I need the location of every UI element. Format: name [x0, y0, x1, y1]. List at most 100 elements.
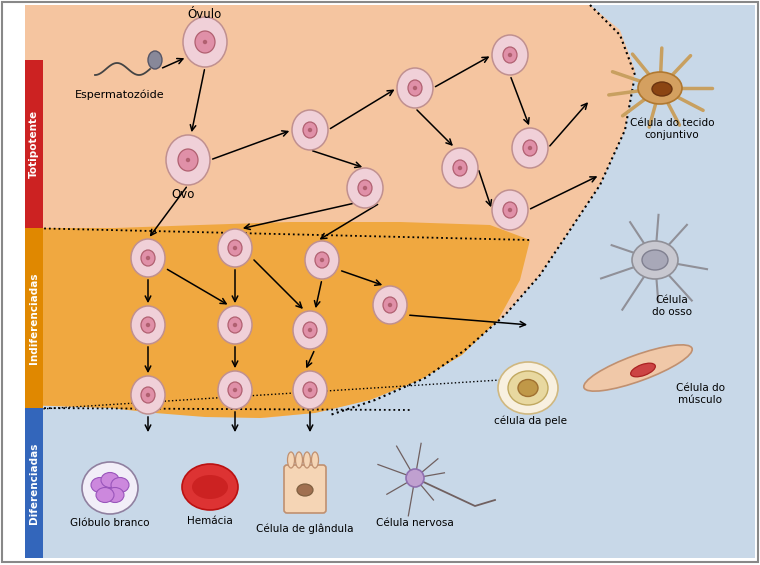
- Ellipse shape: [218, 371, 252, 409]
- Ellipse shape: [503, 47, 517, 63]
- Ellipse shape: [106, 488, 124, 502]
- Ellipse shape: [315, 252, 329, 268]
- Circle shape: [146, 323, 150, 327]
- Circle shape: [508, 53, 512, 57]
- Polygon shape: [25, 5, 755, 558]
- Ellipse shape: [228, 317, 242, 333]
- Circle shape: [308, 388, 312, 392]
- Ellipse shape: [131, 239, 165, 277]
- FancyBboxPatch shape: [25, 228, 43, 408]
- Ellipse shape: [508, 371, 548, 405]
- Ellipse shape: [373, 286, 407, 324]
- Ellipse shape: [228, 382, 242, 398]
- Ellipse shape: [192, 475, 228, 499]
- Ellipse shape: [523, 140, 537, 156]
- FancyBboxPatch shape: [284, 465, 326, 513]
- Text: Célula
do osso: Célula do osso: [652, 295, 692, 316]
- Ellipse shape: [442, 148, 478, 188]
- Text: célula da pele: célula da pele: [493, 416, 566, 427]
- Ellipse shape: [178, 149, 198, 171]
- Text: Totipotente: Totipotente: [29, 110, 39, 178]
- Ellipse shape: [305, 241, 339, 279]
- Ellipse shape: [96, 488, 114, 502]
- Ellipse shape: [131, 306, 165, 344]
- Ellipse shape: [492, 190, 528, 230]
- Text: Célula nervosa: Célula nervosa: [376, 518, 454, 528]
- Ellipse shape: [408, 80, 422, 96]
- Circle shape: [308, 328, 312, 332]
- Ellipse shape: [111, 477, 129, 493]
- Circle shape: [233, 246, 237, 250]
- Ellipse shape: [166, 135, 210, 185]
- Ellipse shape: [297, 484, 313, 496]
- Ellipse shape: [218, 229, 252, 267]
- Circle shape: [185, 158, 190, 162]
- Circle shape: [233, 388, 237, 392]
- Ellipse shape: [631, 363, 655, 377]
- Ellipse shape: [303, 122, 317, 138]
- Ellipse shape: [358, 180, 372, 196]
- Ellipse shape: [303, 322, 317, 338]
- Ellipse shape: [453, 160, 467, 176]
- Ellipse shape: [293, 371, 327, 409]
- Text: Glóbulo branco: Glóbulo branco: [70, 518, 150, 528]
- Circle shape: [320, 258, 325, 262]
- Ellipse shape: [632, 241, 678, 279]
- Ellipse shape: [638, 72, 682, 104]
- Circle shape: [233, 323, 237, 327]
- Ellipse shape: [218, 306, 252, 344]
- Circle shape: [308, 128, 312, 132]
- Circle shape: [363, 186, 367, 190]
- Text: Espermatozóide: Espermatozóide: [75, 90, 165, 101]
- Text: Ovo: Ovo: [171, 188, 195, 201]
- Circle shape: [146, 256, 150, 260]
- Circle shape: [527, 146, 532, 150]
- Circle shape: [458, 166, 462, 170]
- Circle shape: [146, 393, 150, 397]
- Text: Célula de glândula: Célula de glândula: [256, 524, 353, 534]
- Ellipse shape: [131, 376, 165, 414]
- Text: Célula do tecido
conjuntivo: Célula do tecido conjuntivo: [630, 118, 714, 140]
- Ellipse shape: [141, 387, 155, 403]
- Ellipse shape: [503, 202, 517, 218]
- Ellipse shape: [293, 311, 327, 349]
- Circle shape: [203, 40, 207, 44]
- Ellipse shape: [397, 68, 433, 108]
- Ellipse shape: [492, 35, 528, 75]
- Ellipse shape: [296, 452, 302, 468]
- Ellipse shape: [183, 17, 227, 67]
- Ellipse shape: [141, 317, 155, 333]
- Ellipse shape: [347, 168, 383, 208]
- Ellipse shape: [82, 462, 138, 514]
- Text: Óvulo: Óvulo: [188, 7, 222, 20]
- Ellipse shape: [141, 250, 155, 266]
- Ellipse shape: [512, 128, 548, 168]
- Circle shape: [388, 303, 392, 307]
- Ellipse shape: [195, 31, 215, 53]
- Ellipse shape: [148, 51, 162, 69]
- Text: Célula do
músculo: Célula do músculo: [676, 383, 724, 405]
- Ellipse shape: [292, 110, 328, 150]
- Ellipse shape: [182, 464, 238, 510]
- Circle shape: [413, 86, 417, 90]
- Ellipse shape: [303, 452, 311, 468]
- Text: Indiferenciadas: Indiferenciadas: [29, 272, 39, 364]
- Polygon shape: [25, 222, 530, 418]
- Circle shape: [508, 208, 512, 212]
- Polygon shape: [25, 5, 635, 418]
- Ellipse shape: [228, 240, 242, 256]
- Ellipse shape: [642, 250, 668, 270]
- Ellipse shape: [652, 82, 672, 96]
- Text: Hemácia: Hemácia: [187, 516, 233, 526]
- Ellipse shape: [584, 345, 692, 391]
- Text: Diferenciadas: Diferenciadas: [29, 442, 39, 524]
- Ellipse shape: [518, 380, 538, 397]
- Ellipse shape: [303, 382, 317, 398]
- Ellipse shape: [91, 477, 109, 493]
- Ellipse shape: [101, 472, 119, 488]
- Ellipse shape: [498, 362, 558, 414]
- Ellipse shape: [383, 297, 397, 313]
- Ellipse shape: [406, 469, 424, 487]
- Ellipse shape: [312, 452, 318, 468]
- FancyBboxPatch shape: [25, 408, 43, 558]
